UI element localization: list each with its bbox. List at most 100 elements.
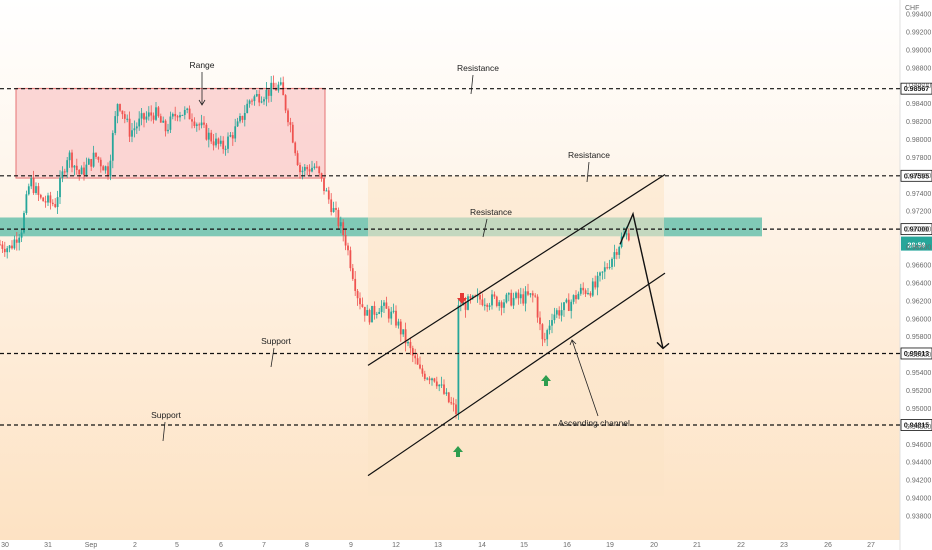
candle-body <box>296 153 299 166</box>
candle-body <box>311 167 313 172</box>
y-tick-label: 0.98400 <box>906 101 931 108</box>
candle-body <box>395 310 397 326</box>
candle-body <box>95 152 97 157</box>
candle-body <box>123 114 126 119</box>
candle-body <box>231 135 234 139</box>
y-tick-label: 0.97400 <box>906 191 931 198</box>
y-tick-label: 0.97800 <box>906 155 931 162</box>
y-tick-label: 0.97000 <box>906 227 931 234</box>
levels-layer: 0.98567 0.97595 0.97000 0.95613 0.94815 28:59 <box>0 82 932 431</box>
candle-body <box>119 104 121 111</box>
candle-body <box>443 384 445 394</box>
candle-body <box>464 301 467 310</box>
candle-body <box>224 148 227 150</box>
candle-body <box>171 113 174 117</box>
candle-body <box>397 321 400 326</box>
candle-body <box>277 84 280 91</box>
candle-body <box>390 311 393 319</box>
level-tag-label: 0.98567 <box>904 86 929 93</box>
candle-body <box>519 294 522 299</box>
candle-body <box>603 267 606 272</box>
candle-body <box>212 141 215 146</box>
candle-body <box>248 100 251 104</box>
candle-body <box>83 167 85 176</box>
candle-body <box>323 178 325 192</box>
candle-body <box>529 293 532 295</box>
candle-body <box>471 295 474 299</box>
candle-body <box>625 233 628 235</box>
candle-body <box>491 294 493 306</box>
candle-body <box>447 392 450 403</box>
y-tick-label: 0.98600 <box>906 83 931 90</box>
y-tick-label: 0.96000 <box>906 316 931 323</box>
candle-body <box>423 373 426 380</box>
candle-body <box>191 119 193 122</box>
axes-layer: CHF0.994000.992000.990000.988000.986000.… <box>1 5 931 549</box>
candle-body <box>387 308 390 319</box>
channel-upper-line <box>367 173 666 366</box>
candle-body <box>246 103 249 114</box>
y-tick-label: 0.95800 <box>906 334 931 341</box>
candle-body <box>361 304 364 307</box>
x-tick-label: 27 <box>867 542 875 549</box>
candle-body <box>450 402 453 404</box>
candle-body <box>527 291 529 295</box>
candle-body <box>176 116 179 118</box>
candle-body <box>61 171 64 178</box>
x-tick-label: 20 <box>650 542 658 549</box>
candle-body <box>507 292 510 295</box>
candle-body <box>330 199 333 213</box>
candle-body <box>577 293 580 300</box>
candle-body <box>306 166 309 170</box>
candle-body <box>25 194 28 214</box>
candle-body <box>332 207 335 213</box>
level-tag <box>900 347 932 360</box>
candle-body <box>179 115 181 118</box>
x-tick-label: 21 <box>693 542 701 549</box>
candle-body <box>121 110 124 115</box>
candle-body <box>481 299 484 306</box>
candle-body <box>428 378 431 381</box>
projection-path <box>619 211 664 349</box>
candle-body <box>294 142 297 154</box>
candle-body <box>260 101 263 103</box>
candle-body <box>599 272 601 276</box>
x-tick-label: 26 <box>824 542 832 549</box>
candle-body <box>195 124 198 126</box>
candle-body <box>255 94 258 97</box>
candle-body <box>565 299 568 303</box>
candle-body <box>66 160 69 173</box>
y-tick-label: 0.96400 <box>906 280 931 287</box>
candle-body <box>327 190 330 200</box>
annotation-ascending-channel-pointer <box>571 339 599 417</box>
candle-body <box>279 82 282 85</box>
y-tick-label: 0.95000 <box>906 406 931 413</box>
currency-label: CHF <box>905 5 919 12</box>
candle-body <box>445 392 448 394</box>
buy-signal-arrow <box>541 375 551 386</box>
candle-body <box>241 116 244 120</box>
candle-body <box>205 124 208 140</box>
candle-body <box>546 330 549 340</box>
candle-body <box>51 202 54 205</box>
candle-body <box>73 165 76 168</box>
candle-body <box>44 201 47 203</box>
candle-body <box>299 165 301 173</box>
candle-body <box>618 246 621 255</box>
candle-body <box>567 299 570 311</box>
y-tick-label: 0.98000 <box>906 137 931 144</box>
candle-body <box>572 295 575 302</box>
candle-body <box>287 110 289 123</box>
candle-body <box>162 120 165 123</box>
candle-body <box>555 310 558 315</box>
candle-body <box>63 171 66 173</box>
candle-body <box>11 245 13 249</box>
candle-body <box>3 248 6 253</box>
x-tick-label: 6 <box>219 542 223 549</box>
candle-body <box>289 122 292 125</box>
y-tick-label: 0.93800 <box>906 514 931 521</box>
candle-body <box>392 310 395 312</box>
candle-body <box>339 222 342 227</box>
candle-body <box>111 133 114 161</box>
candle-body <box>152 115 155 120</box>
